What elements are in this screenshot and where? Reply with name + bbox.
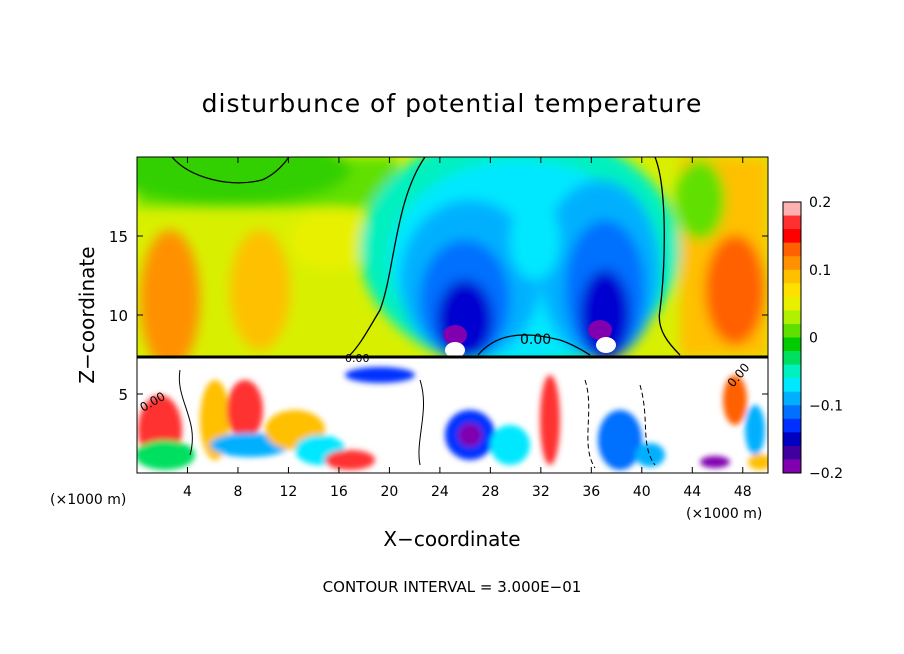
x-tick-label: 24	[431, 484, 449, 500]
x-tick-label: 12	[280, 484, 298, 500]
colorbar-swatch	[783, 202, 801, 217]
colorbar-tick-label: 0.1	[809, 263, 831, 279]
colorbar-swatch	[783, 337, 801, 352]
x-tick-label: 4	[183, 484, 192, 500]
colorbar-swatch	[783, 269, 801, 284]
y-axis-label: Z−coordinate	[75, 246, 99, 383]
colorbar-swatch	[783, 296, 801, 311]
colorbar-swatch	[783, 310, 801, 325]
x-tick-label: 36	[582, 484, 600, 500]
colorbar-ticks: 0.2 0.1 0 −0.1 −0.2	[809, 195, 843, 482]
x-axis-ticks: 4 8 12 16 20 24 28 32 36 40 44 48	[183, 157, 752, 500]
heatmap-field	[137, 157, 768, 473]
colorbar-swatch	[783, 391, 801, 406]
x-tick-label: 16	[330, 484, 348, 500]
chart-title: disturbunce of potential temperature	[202, 89, 703, 118]
x-tick-label: 20	[380, 484, 398, 500]
colorbar-tick-label: 0	[809, 331, 818, 347]
x-tick-label: 8	[233, 484, 242, 500]
colorbar-swatch	[783, 445, 801, 460]
contour-lines	[171, 157, 681, 469]
colorbar-swatch	[783, 256, 801, 271]
y-tick-label: 5	[118, 386, 128, 404]
colorbar-swatch	[783, 418, 801, 433]
colorbar-swatch	[783, 229, 801, 244]
colorbar	[782, 201, 802, 474]
colorbar-swatch	[783, 364, 801, 379]
y-axis-ticks: 5 10 15	[109, 228, 768, 404]
x-tick-label: 44	[683, 484, 701, 500]
x-axis-unit-label: (×1000 m)	[50, 492, 126, 508]
colorbar-frame	[782, 201, 802, 474]
z-axis-unit-label: (×1000 m)	[686, 506, 762, 522]
x-tick-label: 40	[633, 484, 651, 500]
contour-label: 0.00	[345, 352, 370, 365]
colorbar-swatch	[783, 459, 801, 474]
colorbar-swatch	[783, 405, 801, 420]
colorbar-swatch	[783, 242, 801, 257]
colorbar-swatch	[783, 323, 801, 338]
x-tick-label: 32	[532, 484, 550, 500]
y-tick-label: 10	[109, 307, 128, 325]
colorbar-swatch	[783, 432, 801, 447]
colorbar-tick-label: −0.2	[809, 466, 843, 482]
colorbar-swatch	[783, 283, 801, 298]
x-axis-label: X−coordinate	[383, 527, 520, 551]
colorbar-swatch	[783, 378, 801, 393]
colorbar-swatch	[783, 351, 801, 366]
x-tick-label: 48	[734, 484, 752, 500]
colorbar-tick-label: −0.1	[809, 398, 843, 414]
contour-label: 0.00	[520, 332, 551, 348]
x-tick-label: 28	[481, 484, 499, 500]
y-tick-label: 15	[109, 228, 128, 246]
colorbar-swatch	[783, 215, 801, 230]
colorbar-tick-label: 0.2	[809, 195, 831, 211]
contour-interval-footer: CONTOUR INTERVAL = 3.000E−01	[323, 578, 582, 596]
